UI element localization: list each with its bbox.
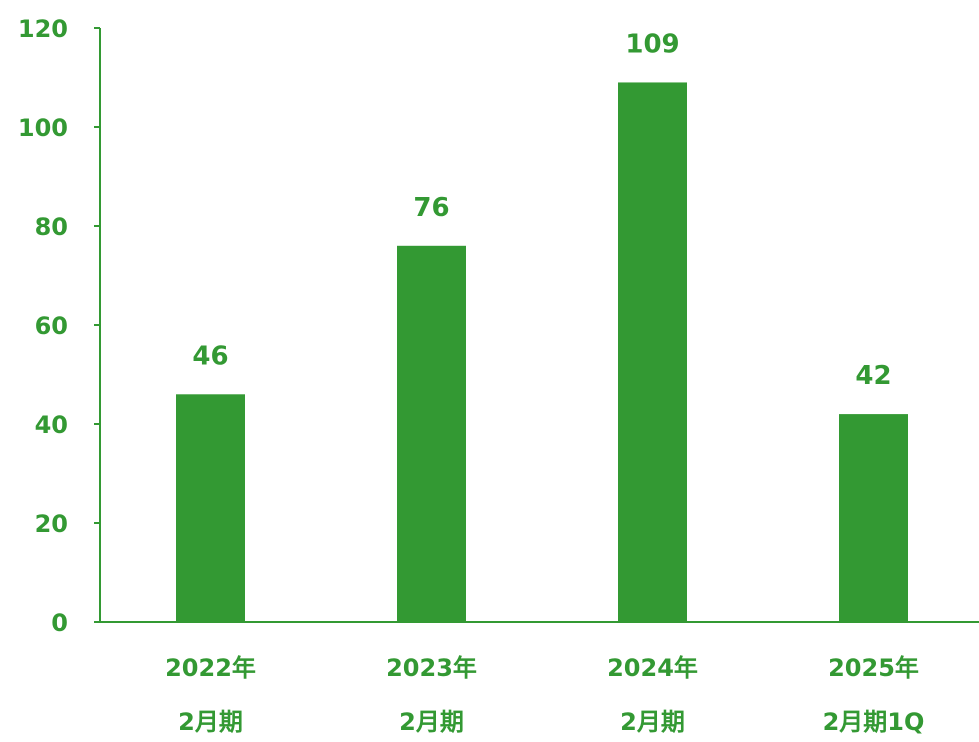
bar-value-label: 42 (855, 361, 891, 391)
bar-value-label: 46 (192, 341, 228, 371)
data-labels: 46 76 109 42 (192, 29, 891, 391)
x-tick-label-line1: 2025年 (828, 654, 919, 682)
y-tick-label: 80 (35, 213, 68, 241)
y-tick-label: 100 (18, 114, 68, 142)
x-tick-label-line2: 2月期1Q (823, 708, 925, 736)
x-axis-labels: 2022年 2月期 2023年 2月期 2024年 2月期 2025年 2月期1Q (165, 654, 924, 736)
bar (397, 245, 466, 623)
bar (618, 82, 687, 622)
y-tick-label: 40 (35, 411, 68, 439)
bar (176, 394, 245, 622)
bar-value-label: 76 (413, 193, 449, 223)
bar-value-label: 109 (625, 29, 679, 59)
y-tick-label: 0 (51, 609, 68, 637)
x-tick-label-line1: 2023年 (386, 654, 477, 682)
x-tick-label-line1: 2022年 (165, 654, 256, 682)
y-axis-ticks: 0 20 40 60 80 100 120 (18, 15, 100, 637)
x-tick-label-line2: 2月期 (178, 708, 243, 736)
y-tick-label: 120 (18, 15, 68, 43)
x-tick-label-line2: 2月期 (399, 708, 464, 736)
bar (839, 414, 908, 622)
y-tick-label: 20 (35, 510, 68, 538)
x-tick-label-line2: 2月期 (620, 708, 685, 736)
x-tick-label-line1: 2024年 (607, 654, 698, 682)
y-tick-label: 60 (35, 312, 68, 340)
bars (176, 82, 908, 623)
